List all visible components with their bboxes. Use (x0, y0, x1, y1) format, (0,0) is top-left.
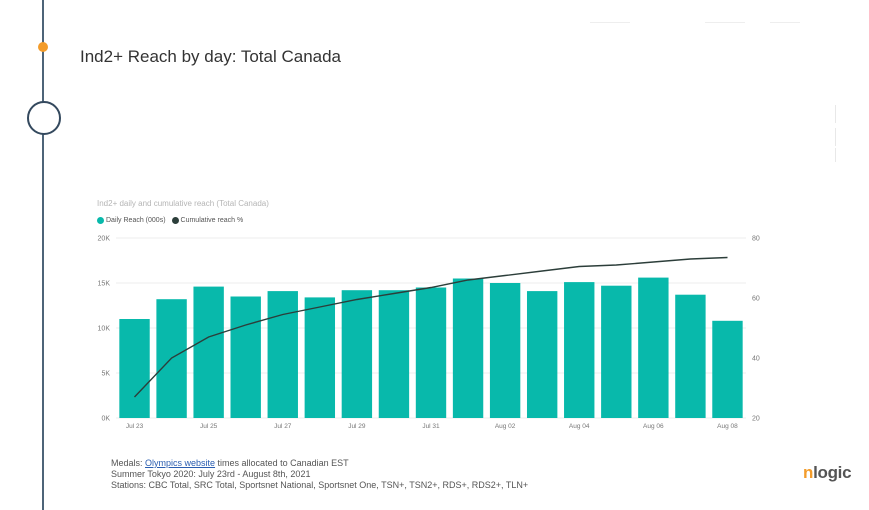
bar-daily-reach (415, 287, 447, 418)
nlogic-logo: nlogic (803, 463, 852, 482)
y-left-tick-label: 15K (98, 281, 111, 288)
timeline-circle[interactable] (27, 101, 61, 135)
y-right-tick-label: 60 (752, 296, 760, 303)
x-tick-label: Jul 31 (422, 423, 440, 430)
x-tick-label: Aug 06 (643, 423, 664, 430)
y-left-tick-label: 20K (98, 236, 111, 243)
legend-swatch-daily-reach (97, 217, 104, 224)
footnote-line-2: Summer Tokyo 2020: July 23rd - August 8t… (111, 469, 311, 479)
x-tick-label: Aug 08 (717, 423, 738, 430)
bar-daily-reach (378, 290, 410, 418)
legend-swatch-cumulative-reach (171, 217, 179, 224)
footnote-line-3: Stations: CBC Total, SRC Total, Sportsne… (111, 480, 529, 490)
olympics-website-link[interactable]: Olympics website (145, 458, 216, 468)
legend-item-daily-reach[interactable]: Daily Reach (000s) (97, 217, 166, 224)
bar-daily-reach (304, 297, 336, 418)
timeline-line (42, 0, 44, 510)
slide-title: Ind2+ Reach by day: Total Canada (80, 47, 342, 66)
timeline-dot (38, 42, 48, 52)
x-tick-label: Aug 04 (569, 423, 590, 430)
bar-daily-reach (712, 320, 743, 418)
x-tick-label: Aug 02 (495, 423, 516, 430)
bar-daily-reach (341, 290, 373, 418)
bar-daily-reach (193, 286, 224, 418)
y-left-tick-label: 0K (101, 416, 110, 423)
bar-daily-reach (675, 294, 706, 418)
bar-daily-reach (601, 285, 632, 418)
x-tick-label: Jul 23 (126, 423, 144, 430)
bar-daily-reach (267, 291, 298, 418)
legend-item-cumulative-reach[interactable]: Cumulative reach % (171, 217, 244, 224)
legend-label-cumulative-reach: Cumulative reach % (180, 217, 244, 224)
bar-daily-reach (638, 277, 669, 418)
line-cumulative-reach (133, 256, 728, 398)
bar-daily-reach (230, 296, 261, 418)
x-tick-label: Jul 29 (348, 423, 366, 430)
bar-daily-reach (119, 319, 150, 418)
footnote-line-1: Medals: Olympics website times allocated… (111, 458, 528, 469)
x-tick-label: Jul 25 (200, 423, 218, 430)
x-tick-label: Jul 27 (274, 423, 292, 430)
chart-legend: Daily Reach (000s) Cumulative reach % (97, 217, 243, 224)
bar-daily-reach (526, 291, 558, 418)
y-left-tick-label: 10K (98, 326, 111, 333)
bar-daily-reach (564, 282, 595, 418)
y-right-tick-label: 80 (752, 236, 760, 243)
bar-daily-reach (489, 283, 521, 418)
y-left-tick-label: 5K (101, 371, 110, 378)
y-right-tick-label: 40 (752, 356, 760, 363)
bar-daily-reach (452, 278, 484, 418)
y-right-tick-label: 20 (752, 416, 760, 423)
legend-label-daily-reach: Daily Reach (000s) (106, 217, 166, 224)
footnote-medals-label: Medals: (111, 458, 146, 468)
footnote: Medals: Olympics website times allocated… (111, 458, 528, 491)
chart-title: Ind2+ daily and cumulative reach (Total … (97, 199, 269, 208)
footnote-times-note: times allocated to Canadian EST (215, 458, 349, 468)
